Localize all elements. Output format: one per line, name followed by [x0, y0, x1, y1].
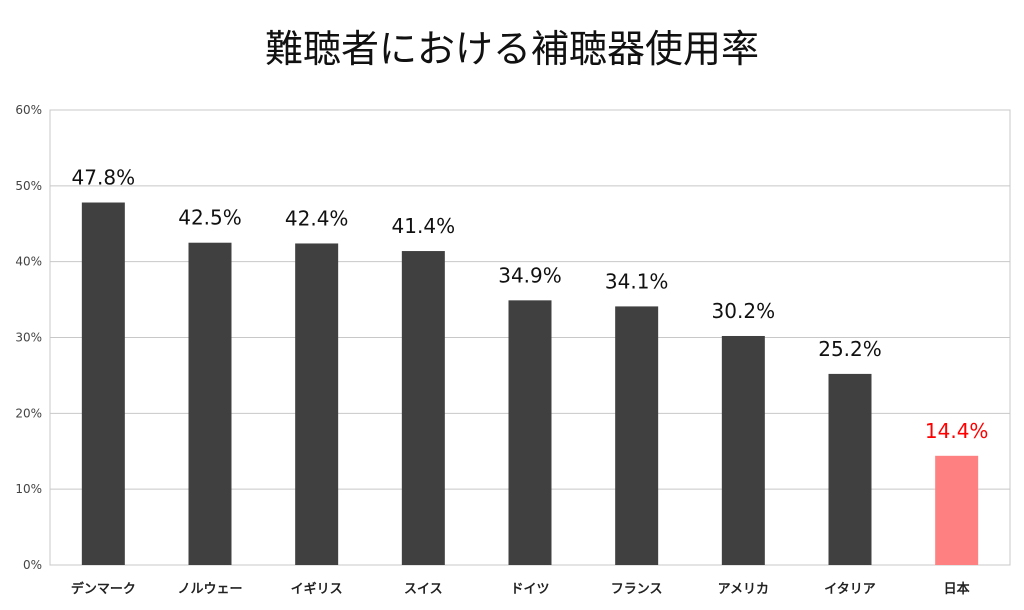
category-label: デンマーク — [71, 581, 136, 597]
data-label: 42.5% — [178, 206, 242, 230]
data-label: 25.2% — [818, 337, 882, 361]
category-label: イタリア — [824, 582, 875, 597]
y-tick-label: 20% — [15, 406, 42, 420]
y-tick-label: 50% — [15, 179, 42, 193]
data-label: 47.8% — [72, 166, 136, 190]
bar — [188, 242, 232, 566]
chart-title: 難聴者における補聴器使用率 — [264, 27, 759, 71]
category-label: フランス — [611, 582, 663, 597]
bar — [401, 251, 445, 566]
category-label: 日本 — [944, 581, 970, 597]
data-label: 42.4% — [285, 206, 349, 230]
bar — [81, 202, 125, 565]
bar — [295, 243, 339, 565]
category-label: アメリカ — [718, 582, 769, 597]
y-tick-label: 40% — [15, 255, 42, 269]
bar — [721, 335, 765, 565]
y-tick-label: 60% — [15, 103, 42, 117]
category-label: イギリス — [291, 581, 343, 597]
y-tick-label: 0% — [23, 558, 42, 572]
data-label: 41.4% — [392, 214, 456, 238]
category-label: スイス — [404, 582, 443, 597]
bar — [828, 373, 872, 565]
bar — [935, 455, 979, 565]
data-label: 34.1% — [605, 269, 669, 293]
category-label: ドイツ — [510, 582, 549, 597]
data-label: 14.4% — [925, 419, 989, 443]
category-label: ノルウェー — [177, 582, 242, 597]
bar — [508, 300, 552, 565]
y-tick-label: 10% — [15, 482, 42, 496]
data-label: 34.9% — [498, 263, 562, 287]
data-label: 30.2% — [712, 299, 776, 323]
bar — [615, 306, 659, 565]
y-tick-label: 30% — [15, 331, 42, 345]
